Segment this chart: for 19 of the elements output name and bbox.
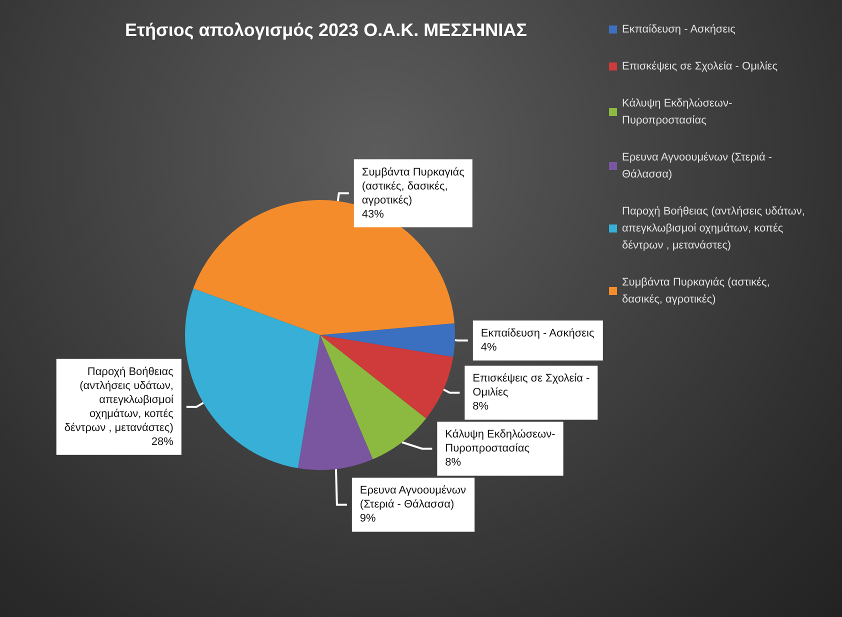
slice-label: Κάλυψη Εκδηλώσεων-Πυροπροστασίας — [445, 428, 556, 455]
data-label: 9% — [360, 512, 376, 525]
slice-label: Παροχή Βοήθειας (αντλήσεις υδάτων, απεγκλωβισμοί οχημάτων, κοπές δέντρων , μετανάστες) — [64, 366, 174, 434]
legend-label: Ερευνα Αγνοουμένων (Στεριά - Θάλασσα) — [622, 152, 772, 180]
chart-title: Ετήσιος απολογισμός 2023 Ο.Α.Κ. ΜΕΣΣΗΝΙΑΣ — [125, 20, 528, 40]
slice-label: Ερευνα Αγνοουμένων (Στεριά - Θάλασσα) — [360, 484, 466, 511]
data-label: 43% — [362, 208, 384, 220]
slice-label: Επισκέψεις σε Σχολεία - Ομιλίες — [472, 372, 590, 399]
slice-label: Συμβάντα Πυρκαγιάς (αστικές, δασικές, αγροτικές) — [362, 166, 464, 206]
legend-label: Εκπαίδευση - Ασκήσεις — [622, 24, 736, 36]
legend-label: Συμβάντα Πυρκαγιάς (αστικές, δασικές, αγροτικές) — [622, 276, 770, 306]
legend-label: Κάλυψη Εκδηλώσεων-Πυροπροστασίας — [622, 98, 732, 126]
legend-label: Επισκέψεις σε Σχολεία - Ομιλίες — [622, 60, 778, 72]
legend-label: Παροχή Βοήθειας (αντλήσεις υδάτων, απεγκλωβισμοί οχημάτων, κοπές δέντρων , μετανάστες) — [622, 206, 805, 252]
data-label: 8% — [472, 400, 489, 413]
data-label: 4% — [480, 341, 498, 354]
data-label: 8% — [445, 456, 462, 469]
data-label: 28% — [151, 436, 174, 448]
slice-label: Εκπαίδευση - Ασκήσεις — [480, 327, 594, 340]
